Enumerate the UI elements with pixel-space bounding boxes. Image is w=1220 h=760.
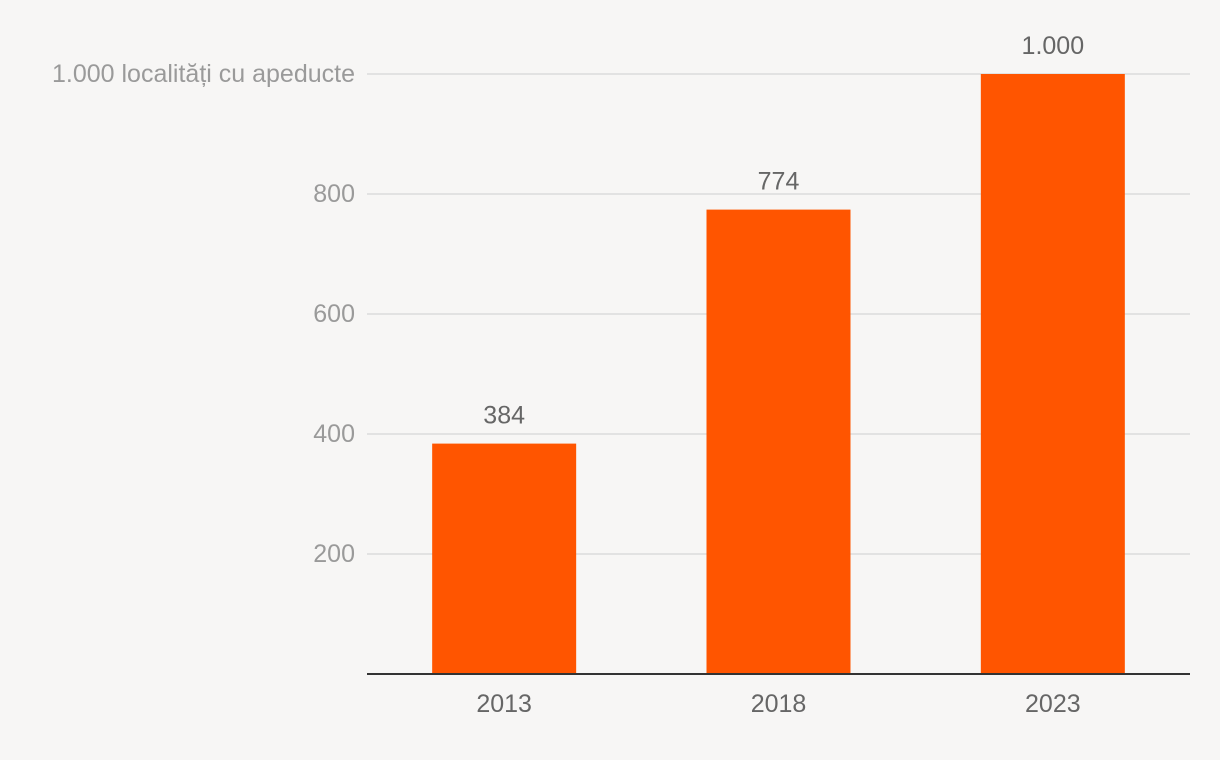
x-tick-label: 2013 — [476, 690, 532, 718]
y-tick-label: 400 — [313, 420, 355, 448]
bar — [432, 443, 577, 674]
data-labels: 384 774 1.000 — [483, 32, 1084, 430]
x-tick-label: 2023 — [1025, 690, 1081, 718]
data-label: 774 — [758, 168, 800, 196]
x-axis-tick-labels: 2013 2018 2023 — [476, 690, 1080, 718]
y-tick-label: 1.000 localități cu apeducte — [52, 60, 355, 88]
y-axis-tick-labels: 200 400 600 800 1.000 localități cu apeducte — [52, 60, 355, 568]
data-label: 1.000 — [1022, 32, 1085, 60]
bar — [706, 209, 851, 674]
bar — [980, 74, 1125, 674]
data-label: 384 — [483, 402, 525, 430]
y-tick-label: 200 — [313, 540, 355, 568]
y-tick-label: 800 — [313, 180, 355, 208]
x-tick-label: 2018 — [751, 690, 807, 718]
bars — [432, 74, 1125, 674]
y-tick-label: 600 — [313, 300, 355, 328]
